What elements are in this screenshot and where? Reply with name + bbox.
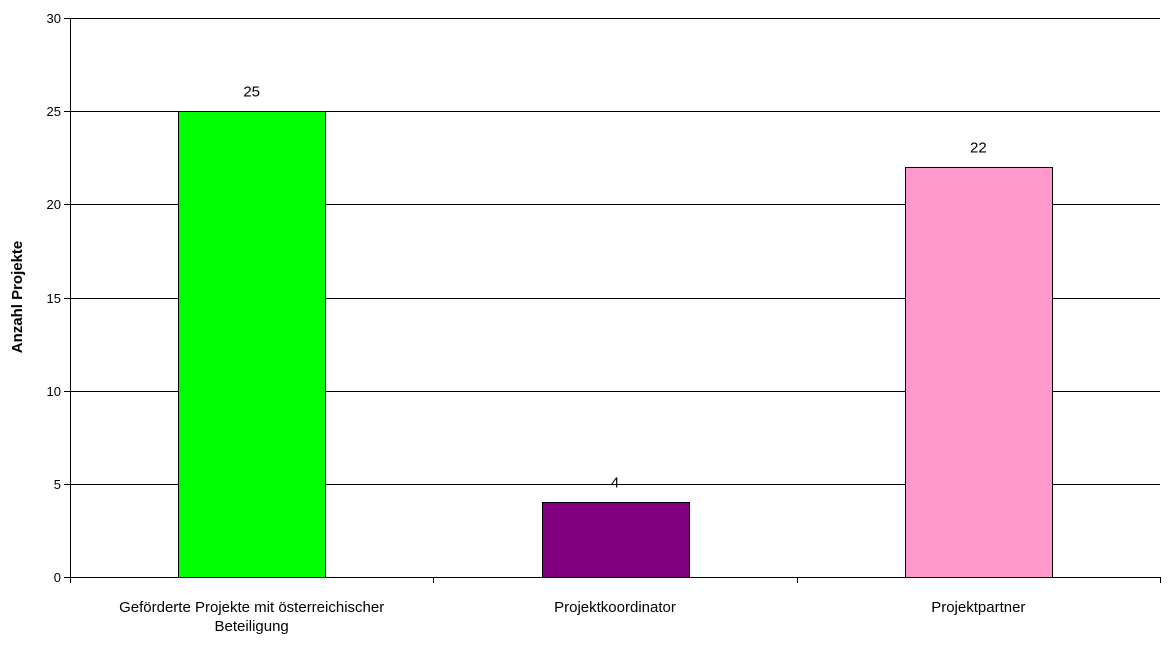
bar <box>905 167 1053 578</box>
data-label: 22 <box>970 140 987 157</box>
data-label: 4 <box>611 475 619 492</box>
y-tick-label: 5 <box>54 477 61 492</box>
axes <box>64 18 1161 583</box>
y-tick-label: 30 <box>47 11 61 26</box>
x-category-label: Projektpartner <box>931 599 1025 616</box>
labels: 0 5 10 15 20 25 30 25 Geförderte Projekte mit ös… <box>47 11 1026 635</box>
data-label: 25 <box>243 84 260 101</box>
y-tick-label: 20 <box>47 197 61 212</box>
x-category-label: Projektkoordinator <box>554 599 676 616</box>
y-axis-title: Anzahl Projekte <box>9 241 26 354</box>
y-tick-label: 10 <box>47 384 61 399</box>
y-tick-label: 15 <box>47 291 61 306</box>
y-tick-label: 25 <box>47 104 61 119</box>
x-category-label: Beteiligung <box>215 618 289 635</box>
bar <box>542 502 690 578</box>
y-tick-label: 0 <box>54 570 61 585</box>
bars <box>178 111 1053 578</box>
x-category-label: Geförderte Projekte mit österreichischer <box>119 599 384 616</box>
bar <box>178 111 326 578</box>
